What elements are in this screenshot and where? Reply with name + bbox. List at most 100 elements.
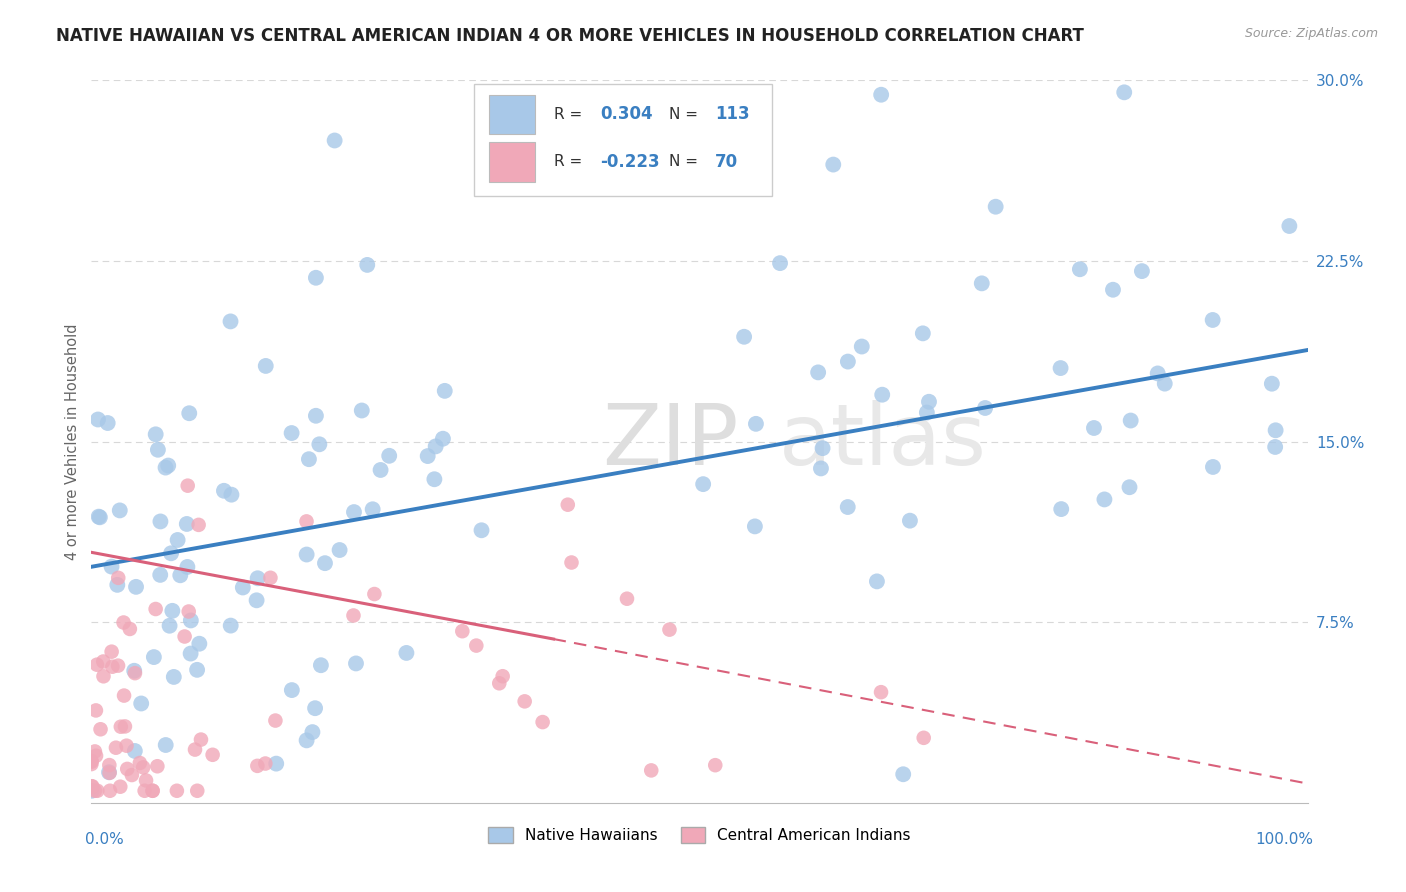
Point — [80, 780, 103, 794]
Point — [221, 488, 243, 502]
Point — [343, 505, 366, 519]
Point — [1119, 413, 1142, 427]
Point — [984, 200, 1007, 214]
Point — [108, 503, 131, 517]
Point — [184, 742, 207, 756]
Point — [107, 658, 129, 673]
Text: -0.223: -0.223 — [600, 153, 659, 171]
Text: N =: N = — [669, 107, 703, 121]
Point — [187, 517, 209, 532]
Point — [1083, 421, 1105, 435]
Point — [80, 784, 103, 798]
Point — [807, 365, 830, 379]
Legend: Native Hawaiians, Central American Indians: Native Hawaiians, Central American India… — [482, 822, 917, 849]
Text: 113: 113 — [716, 105, 749, 123]
Point — [323, 133, 346, 147]
Point — [104, 740, 127, 755]
Point — [745, 417, 768, 431]
Point — [82, 779, 104, 793]
Point — [134, 784, 156, 798]
Point — [733, 330, 755, 344]
Point — [395, 646, 418, 660]
Point — [142, 784, 165, 798]
Point — [254, 359, 277, 373]
Point — [1069, 262, 1091, 277]
Point — [465, 639, 488, 653]
Text: atlas: atlas — [779, 400, 987, 483]
Point — [122, 664, 145, 678]
Point — [86, 784, 108, 798]
Point — [1202, 460, 1225, 475]
Point — [124, 744, 146, 758]
Point — [149, 515, 172, 529]
Point — [145, 427, 167, 442]
Point — [1264, 440, 1286, 454]
Point — [246, 593, 269, 607]
Point — [212, 483, 235, 498]
Point — [970, 277, 993, 291]
Point — [115, 739, 138, 753]
Point — [305, 409, 328, 423]
Point — [1114, 85, 1136, 99]
Point — [370, 463, 392, 477]
Point — [166, 784, 188, 798]
Point — [451, 624, 474, 639]
Point — [180, 647, 202, 661]
Text: 0.0%: 0.0% — [86, 831, 124, 847]
Point — [295, 548, 318, 562]
Point — [232, 581, 254, 595]
Point — [162, 604, 184, 618]
Point — [744, 519, 766, 533]
Point — [176, 560, 198, 574]
Point — [652, 181, 675, 195]
Point — [912, 731, 935, 745]
Point — [89, 510, 111, 524]
Point — [177, 478, 200, 492]
Point — [314, 556, 336, 570]
Point — [356, 258, 378, 272]
Y-axis label: 4 or more Vehicles in Household: 4 or more Vehicles in Household — [65, 323, 80, 560]
Point — [304, 701, 326, 715]
Point — [1201, 313, 1223, 327]
Point — [124, 666, 146, 681]
Text: ZIP: ZIP — [602, 400, 738, 483]
Point — [425, 439, 447, 453]
Point — [416, 449, 439, 463]
Point — [309, 658, 332, 673]
Point — [186, 784, 208, 798]
Point — [837, 354, 859, 368]
Point — [974, 401, 997, 415]
Point — [363, 587, 385, 601]
Point — [87, 509, 110, 524]
Text: 70: 70 — [716, 153, 738, 171]
Point — [132, 760, 155, 774]
Point — [135, 773, 157, 788]
Point — [91, 655, 114, 669]
Point — [83, 744, 105, 758]
Point — [513, 694, 536, 708]
Point — [531, 715, 554, 730]
Point — [280, 425, 302, 440]
Point — [179, 406, 201, 420]
Point — [128, 756, 150, 770]
Text: NATIVE HAWAIIAN VS CENTRAL AMERICAN INDIAN 4 OR MORE VEHICLES IN HOUSEHOLD CORRE: NATIVE HAWAIIAN VS CENTRAL AMERICAN INDI… — [56, 27, 1084, 45]
Point — [149, 567, 172, 582]
Point — [891, 767, 914, 781]
Point — [898, 514, 921, 528]
Point — [201, 747, 224, 762]
FancyBboxPatch shape — [474, 84, 772, 196]
Point — [811, 441, 834, 455]
Point — [100, 559, 122, 574]
Point — [640, 764, 662, 778]
Point — [281, 683, 304, 698]
Point — [915, 405, 938, 419]
Point — [254, 756, 277, 771]
Point — [1049, 361, 1071, 376]
Point — [344, 657, 367, 671]
Point — [169, 568, 191, 582]
Point — [1102, 283, 1125, 297]
Text: 100.0%: 100.0% — [1256, 831, 1313, 847]
Point — [90, 723, 112, 737]
Text: R =: R = — [554, 154, 586, 169]
Point — [129, 697, 152, 711]
